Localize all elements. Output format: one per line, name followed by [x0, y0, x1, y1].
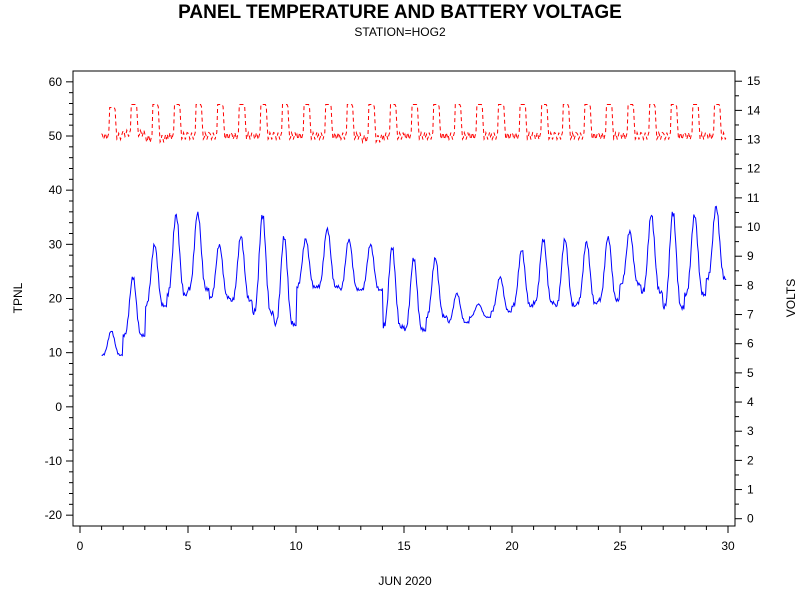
right-tick-label: 10: [747, 220, 761, 234]
chart-title: PANEL TEMPERATURE AND BATTERY VOLTAGE: [178, 2, 622, 23]
right-tick-label: 9: [747, 249, 754, 263]
left-axis: -20 -10 0 10 20 30 40 50 60: [45, 75, 73, 522]
x-axis-label: JUN 2020: [378, 574, 432, 588]
left-tick-label: 30: [49, 237, 63, 251]
battery-volts-line: [101, 104, 727, 145]
right-tick-label: 5: [747, 366, 754, 380]
right-tick-label: 14: [747, 103, 761, 117]
bottom-axis: 0 5 10 15 20 25 30: [77, 526, 735, 553]
series-layer: [101, 104, 727, 357]
right-y-axis-label: VOLTS: [784, 279, 798, 317]
left-tick-label: 0: [55, 400, 62, 414]
x-tick-label: 30: [721, 539, 735, 553]
right-tick-label: 2: [747, 453, 754, 467]
right-tick-label: 4: [747, 395, 754, 409]
right-tick-label: 8: [747, 278, 754, 292]
right-tick-label: 1: [747, 483, 754, 497]
left-tick-label: 50: [49, 129, 63, 143]
x-tick-label: 0: [77, 539, 84, 553]
left-tick-label: -10: [45, 454, 63, 468]
chart-subtitle: STATION=HOG2: [354, 25, 446, 39]
left-tick-label: 40: [49, 183, 63, 197]
left-tick-label: -20: [45, 508, 63, 522]
x-tick-label: 15: [397, 539, 411, 553]
x-tick-label: 20: [505, 539, 519, 553]
left-tick-label: 60: [49, 75, 63, 89]
x-tick-label: 5: [185, 539, 192, 553]
right-tick-label: 12: [747, 162, 761, 176]
right-tick-label: 6: [747, 337, 754, 351]
x-tick-label: 25: [613, 539, 627, 553]
right-tick-label: 13: [747, 133, 761, 147]
left-tick-label: 10: [49, 346, 63, 360]
panel-temperature-line: [101, 205, 727, 357]
left-y-axis-label: TPNL: [11, 282, 25, 313]
left-tick-label: 20: [49, 292, 63, 306]
right-tick-label: 0: [747, 512, 754, 526]
x-tick-label: 10: [289, 539, 303, 553]
right-tick-label: 15: [747, 74, 761, 88]
right-tick-label: 7: [747, 308, 754, 322]
right-tick-label: 11: [747, 191, 760, 205]
right-tick-label: 3: [747, 424, 754, 438]
